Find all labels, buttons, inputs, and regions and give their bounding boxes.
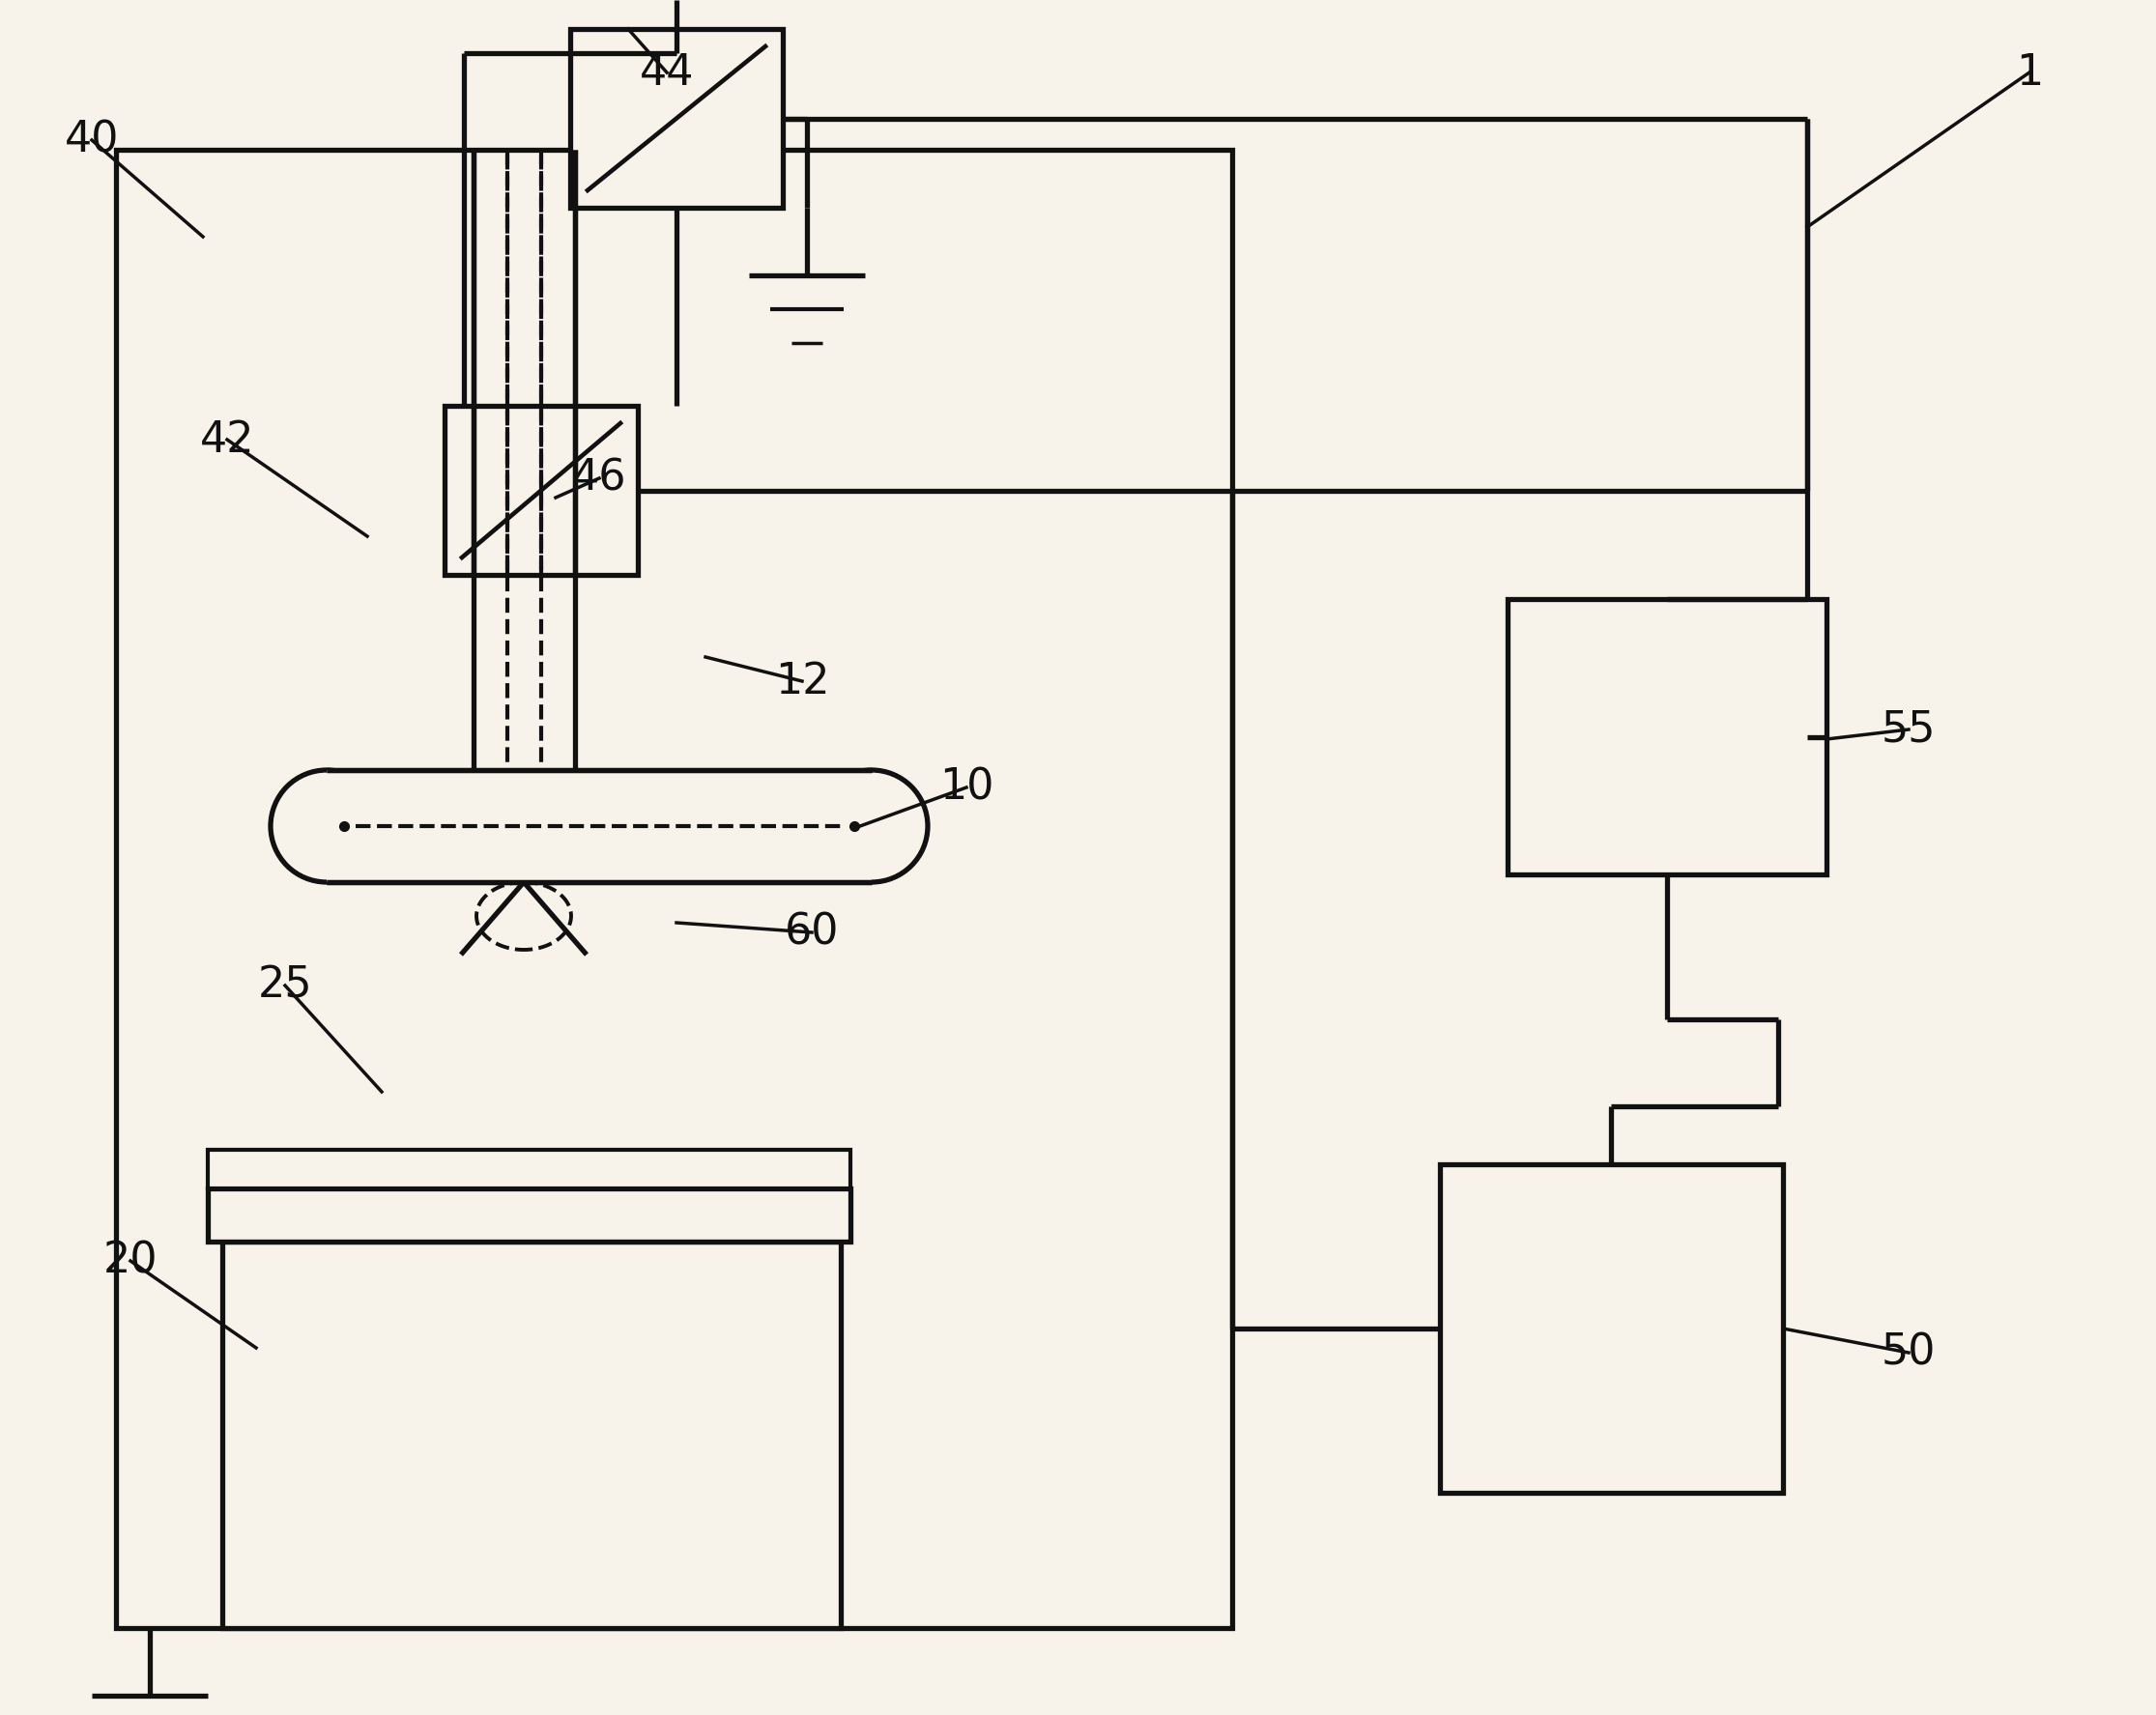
Bar: [444, 406, 638, 575]
Bar: [328, 770, 871, 882]
Bar: [569, 29, 783, 208]
Text: 60: 60: [785, 912, 839, 954]
Bar: [222, 1242, 841, 1628]
Text: 42: 42: [201, 418, 254, 460]
Bar: [1507, 599, 1826, 875]
Text: 55: 55: [1882, 708, 1936, 749]
Bar: [207, 1149, 849, 1188]
Text: 12: 12: [774, 660, 830, 701]
Bar: [116, 149, 1231, 1628]
Text: 20: 20: [103, 1240, 157, 1281]
Text: 50: 50: [1882, 1333, 1936, 1374]
Text: 1: 1: [2016, 51, 2044, 93]
Bar: [1440, 1164, 1783, 1492]
Text: 10: 10: [940, 767, 994, 808]
Text: 25: 25: [259, 966, 313, 1007]
Text: 46: 46: [571, 458, 627, 499]
Ellipse shape: [815, 770, 927, 882]
Text: 40: 40: [65, 120, 119, 161]
Text: 44: 44: [640, 51, 694, 93]
Bar: [207, 1188, 849, 1242]
Ellipse shape: [272, 770, 382, 882]
